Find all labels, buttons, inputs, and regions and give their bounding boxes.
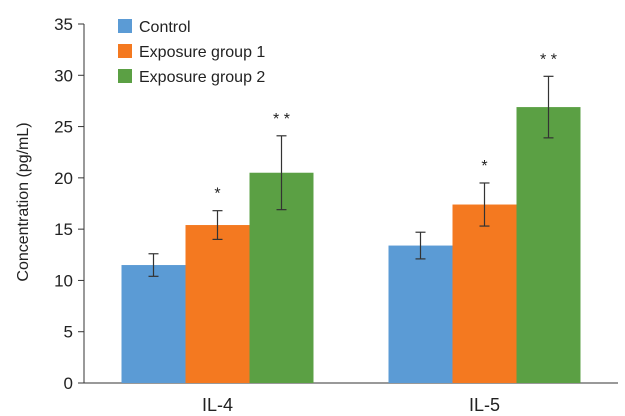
bar [388,245,453,383]
y-tick-label: 35 [54,15,73,34]
y-tick-label: 20 [54,169,73,188]
legend-label: Control [139,19,191,36]
legend: Control Exposure group 1 Exposure group 2 [118,19,265,86]
significance-marker: * [214,186,220,203]
y-tick-label: 30 [54,66,73,85]
legend-label: Exposure group 1 [139,44,265,61]
legend-label: Exposure group 2 [139,69,265,86]
legend-swatch [118,44,132,58]
legend-swatch [118,19,132,33]
x-category-labels: IL-4 IL-5 [202,395,500,415]
bar [452,204,517,383]
significance-markers: * * * * * * [214,51,557,202]
y-tick-label: 25 [54,118,73,137]
x-category-label: IL-4 [202,395,233,415]
legend-swatch [118,69,132,83]
bars [121,107,581,383]
significance-marker: * * [540,51,557,68]
x-category-label: IL-5 [469,395,500,415]
y-tick-label: 15 [54,220,73,239]
y-ticks: 0 5 10 15 20 25 30 35 [54,15,84,393]
y-axis-label: Concentration (pg/mL) [15,122,32,281]
y-tick-label: 0 [64,374,73,393]
error-bars [148,75,554,277]
y-tick-label: 5 [64,323,73,342]
bar [185,225,250,383]
significance-marker: * [481,158,487,175]
bar [121,265,186,383]
significance-marker: * * [273,111,290,128]
y-tick-label: 10 [54,271,73,290]
bar [516,107,581,383]
